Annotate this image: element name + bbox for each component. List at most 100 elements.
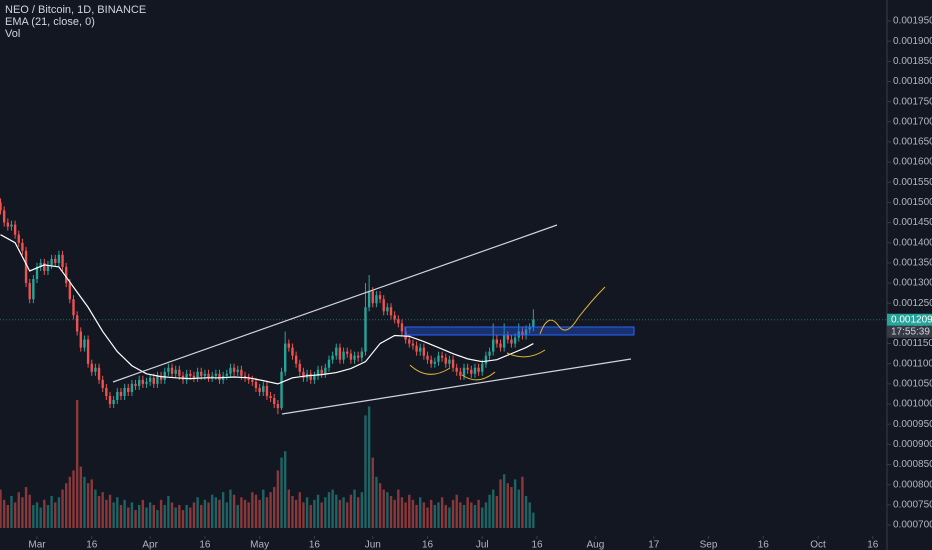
volume-bar (236, 504, 239, 528)
candle-body (54, 258, 57, 263)
volume-bar (127, 507, 130, 528)
y-tick-label: 0.001250 (893, 298, 932, 309)
x-tick-label: 16 (199, 540, 211, 550)
candle-body (356, 355, 360, 358)
candle-body (408, 339, 411, 344)
y-tick-label: 0.000900 (893, 439, 932, 450)
volume-bar (141, 499, 145, 528)
volume-bar (258, 499, 261, 528)
volume-bar (145, 507, 148, 528)
volume-bar (513, 479, 517, 528)
volume-bar (203, 499, 207, 528)
candle-body (386, 307, 389, 312)
candle-body (327, 359, 331, 368)
volume-bar (451, 499, 455, 528)
candle-body (258, 387, 261, 392)
volume-bar (462, 504, 466, 528)
candle-body (415, 345, 418, 352)
candle-body (156, 375, 159, 384)
candle-body (444, 357, 447, 364)
volume-bar (152, 504, 155, 528)
candle-body (105, 387, 108, 396)
candle-body (495, 339, 499, 344)
volume-bar (200, 504, 203, 528)
volume-bar (455, 494, 458, 528)
volume-bar (320, 502, 323, 528)
volume-bar (375, 476, 378, 528)
candle-body (488, 351, 491, 356)
volume-bar (397, 489, 400, 528)
y-tick-label: 0.000950 (893, 419, 932, 430)
volume-bar (0, 489, 2, 528)
volume-bar (309, 504, 312, 528)
volume-bar (32, 504, 35, 528)
volume-bar (101, 492, 104, 528)
volume-bar (510, 487, 513, 528)
volume-bar (492, 489, 495, 528)
candle-body (298, 363, 301, 372)
candle-body (513, 337, 517, 344)
candle-body (148, 377, 152, 382)
zone (404, 326, 635, 336)
volume-bar (470, 502, 473, 528)
volume-bar (342, 497, 345, 528)
y-tick-label: 0.000750 (893, 499, 932, 510)
y-tick-label: 0.001000 (893, 399, 932, 410)
trend-line (281, 358, 632, 415)
volume-bar (214, 497, 218, 528)
candle-body (481, 363, 484, 372)
volume-bar (10, 496, 13, 528)
volume-bar (119, 504, 123, 528)
volume-bar (411, 499, 415, 528)
candle-body (477, 367, 480, 372)
candle-body (455, 367, 458, 372)
candle-body (75, 315, 79, 332)
candle-body (86, 339, 90, 364)
volume-bar (419, 497, 422, 528)
candle-body (68, 283, 72, 300)
volume-bar (324, 497, 327, 528)
volume-bar (178, 504, 181, 528)
candle-body (35, 266, 39, 280)
volume-bar (364, 415, 367, 528)
volume-bar (254, 494, 258, 528)
candle-body (411, 343, 415, 346)
candle-body (203, 373, 207, 376)
candle-body (170, 367, 174, 374)
y-tick-label: 0.001950 (893, 16, 932, 27)
candle-body (163, 371, 166, 380)
volume-bar (400, 497, 404, 528)
volume-bar (130, 502, 134, 528)
volume-bar (459, 502, 462, 528)
volume-bar (488, 494, 491, 528)
candle-body (466, 367, 469, 370)
volume-bar (356, 497, 360, 528)
candle-body (294, 355, 298, 364)
volume-bar (349, 494, 353, 528)
volume-bar (75, 400, 79, 528)
curve (506, 349, 546, 358)
volume-bar (21, 497, 24, 528)
candle-body (400, 323, 404, 332)
candle-body (119, 391, 123, 396)
series-layer (0, 198, 887, 528)
volume-bar (378, 483, 382, 528)
candle-body (79, 331, 82, 348)
y-tick-label: 0.001900 (893, 36, 932, 47)
volume-bar (247, 502, 250, 528)
candle-body (174, 369, 177, 374)
candle-body (276, 404, 280, 409)
volume-bar (466, 497, 469, 528)
candle-body (273, 397, 276, 405)
volume-bar (112, 502, 115, 528)
volume-bar (39, 507, 42, 528)
candle-body (189, 373, 192, 376)
candle-body (116, 391, 119, 400)
candle-body (152, 377, 155, 384)
volume-bar (408, 494, 411, 528)
volume-bar (305, 497, 309, 528)
candle-body (254, 381, 258, 388)
candle-body (484, 355, 488, 364)
candle-body (521, 331, 524, 336)
candle-body (364, 307, 367, 352)
